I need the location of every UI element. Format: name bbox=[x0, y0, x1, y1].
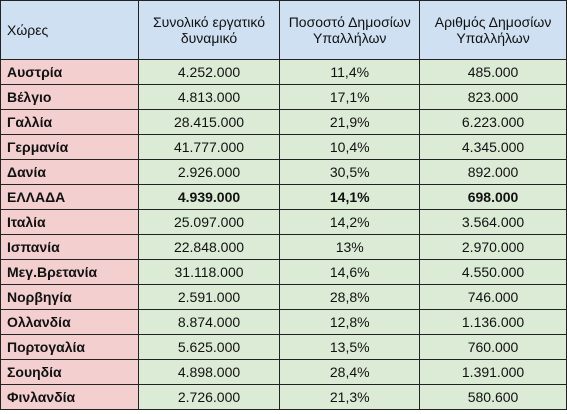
workforce-cell: 4.252.000 bbox=[137, 59, 281, 85]
country-cell: Σουηδία bbox=[0, 359, 139, 385]
count-cell: 823.000 bbox=[419, 84, 567, 110]
workforce-cell: 5.625.000 bbox=[137, 334, 281, 360]
table-row: Φινλανδία 2.726.000 21,3% 580.600 bbox=[0, 384, 567, 410]
percent-cell: 28,8% bbox=[279, 284, 421, 310]
table-row: Σουηδία 4.898.000 28,4% 1.391.000 bbox=[0, 359, 567, 385]
count-cell: 3.564.000 bbox=[419, 209, 567, 235]
table-row: Ιταλία 25.097.000 14,2% 3.564.000 bbox=[0, 209, 567, 235]
percent-cell: 14,1% bbox=[279, 184, 421, 210]
percent-cell: 14,6% bbox=[279, 259, 421, 285]
count-cell: 746.000 bbox=[419, 284, 567, 310]
country-cell: Φινλανδία bbox=[0, 384, 139, 410]
percent-cell: 28,4% bbox=[279, 359, 421, 385]
percent-cell: 11,4% bbox=[279, 59, 421, 85]
workforce-cell: 28.415.000 bbox=[137, 109, 281, 135]
country-cell: Πορτογαλία bbox=[0, 334, 139, 360]
workforce-cell: 41.777.000 bbox=[137, 134, 281, 160]
table-row: Γερμανία 41.777.000 10,4% 4.345.000 bbox=[0, 134, 567, 160]
workforce-cell: 2.726.000 bbox=[137, 384, 281, 410]
count-cell: 485.000 bbox=[419, 59, 567, 85]
table-row: Ισπανία 22.848.000 13% 2.970.000 bbox=[0, 234, 567, 260]
country-cell: Γερμανία bbox=[0, 134, 139, 160]
country-cell: Βέλγιο bbox=[0, 84, 139, 110]
country-cell: Γαλλία bbox=[0, 109, 139, 135]
workforce-cell: 4.939.000 bbox=[137, 184, 281, 210]
percent-cell: 13,5% bbox=[279, 334, 421, 360]
percent-cell: 17,1% bbox=[279, 84, 421, 110]
workforce-cell: 25.097.000 bbox=[137, 209, 281, 235]
count-cell: 698.000 bbox=[419, 184, 567, 210]
header-workforce: Συνολικό εργατικό δυναμικό bbox=[137, 0, 281, 60]
count-cell: 580.600 bbox=[419, 384, 567, 410]
country-cell: ΕΛΛΑΔΑ bbox=[0, 184, 139, 210]
percent-cell: 21,9% bbox=[279, 109, 421, 135]
count-cell: 6.223.000 bbox=[419, 109, 567, 135]
country-cell: Αυστρία bbox=[0, 59, 139, 85]
table-row: Πορτογαλία 5.625.000 13,5% 760.000 bbox=[0, 334, 567, 360]
percent-cell: 13% bbox=[279, 234, 421, 260]
table-row: Μεγ.Βρετανία 31.118.000 14,6% 4.550.000 bbox=[0, 259, 567, 285]
table-row-greece: ΕΛΛΑΔΑ 4.939.000 14,1% 698.000 bbox=[0, 184, 567, 210]
workforce-cell: 2.591.000 bbox=[137, 284, 281, 310]
count-cell: 892.000 bbox=[419, 159, 567, 185]
country-cell: Ιταλία bbox=[0, 209, 139, 235]
workforce-cell: 22.848.000 bbox=[137, 234, 281, 260]
percent-cell: 14,2% bbox=[279, 209, 421, 235]
country-cell: Ολλανδία bbox=[0, 309, 139, 335]
table-row: Γαλλία 28.415.000 21,9% 6.223.000 bbox=[0, 109, 567, 135]
country-cell: Ισπανία bbox=[0, 234, 139, 260]
workforce-cell: 31.118.000 bbox=[137, 259, 281, 285]
workforce-cell: 4.898.000 bbox=[137, 359, 281, 385]
table-row: Νορβηγία 2.591.000 28,8% 746.000 bbox=[0, 284, 567, 310]
header-country: Χώρες bbox=[0, 0, 139, 60]
percent-cell: 21,3% bbox=[279, 384, 421, 410]
country-cell: Νορβηγία bbox=[0, 284, 139, 310]
count-cell: 1.136.000 bbox=[419, 309, 567, 335]
header-count: Αριθμός Δημοσίων Υπαλλήλων bbox=[419, 0, 567, 60]
workforce-cell: 8.874.000 bbox=[137, 309, 281, 335]
count-cell: 760.000 bbox=[419, 334, 567, 360]
count-cell: 4.550.000 bbox=[419, 259, 567, 285]
percent-cell: 12,8% bbox=[279, 309, 421, 335]
count-cell: 2.970.000 bbox=[419, 234, 567, 260]
table-row: Δανία 2.926.000 30,5% 892.000 bbox=[0, 159, 567, 185]
table-row: Βέλγιο 4.813.000 17,1% 823.000 bbox=[0, 84, 567, 110]
header-percent: Ποσοστό Δημοσίων Υπαλλήλων bbox=[279, 0, 421, 60]
table-row: Αυστρία 4.252.000 11,4% 485.000 bbox=[0, 59, 567, 85]
percent-cell: 10,4% bbox=[279, 134, 421, 160]
workforce-cell: 4.813.000 bbox=[137, 84, 281, 110]
workforce-cell: 2.926.000 bbox=[137, 159, 281, 185]
count-cell: 4.345.000 bbox=[419, 134, 567, 160]
count-cell: 1.391.000 bbox=[419, 359, 567, 385]
country-cell: Μεγ.Βρετανία bbox=[0, 259, 139, 285]
country-cell: Δανία bbox=[0, 159, 139, 185]
percent-cell: 30,5% bbox=[279, 159, 421, 185]
table-row: Ολλανδία 8.874.000 12,8% 1.136.000 bbox=[0, 309, 567, 335]
header-row: Χώρες Συνολικό εργατικό δυναμικό Ποσοστό… bbox=[0, 0, 567, 60]
